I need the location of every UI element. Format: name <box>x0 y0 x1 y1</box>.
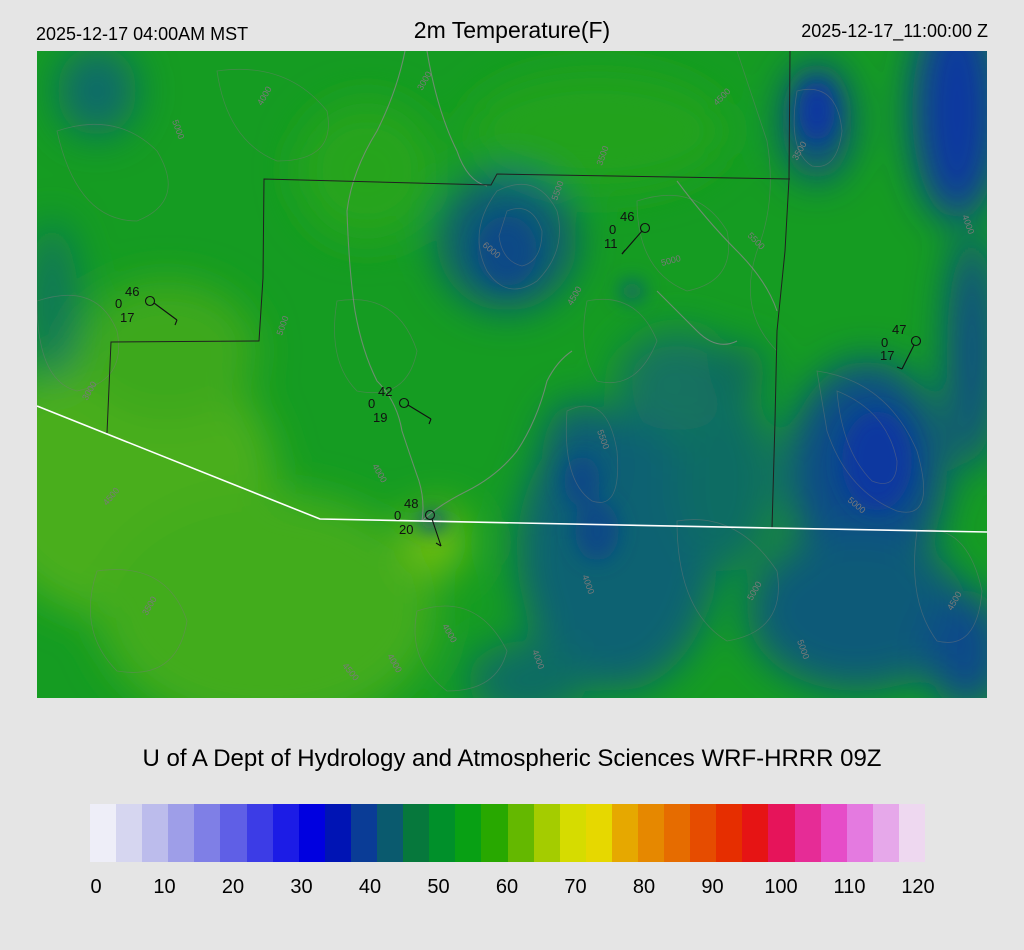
colorbar-segment <box>846 804 873 862</box>
colorbar-segment <box>246 804 273 862</box>
utc-time-label: 2025-12-17_11:00:00 Z <box>801 21 988 41</box>
station-cloud: 0 <box>609 222 616 237</box>
state-border <box>37 405 987 533</box>
colorbar-segment <box>742 804 769 862</box>
colorbar-tick-label: 50 <box>427 876 450 898</box>
colorbar-segment <box>90 804 117 862</box>
colorbar-segment <box>455 804 482 862</box>
colorbar-segment <box>611 804 638 862</box>
station-dewpoint: 17 <box>880 348 894 363</box>
colorbar-segment <box>768 804 795 862</box>
station-temp: 47 <box>892 322 906 337</box>
colorbar-tick-label: 90 <box>701 876 724 898</box>
colorbar-segment <box>220 804 247 862</box>
station-cloud: 0 <box>394 508 401 523</box>
station-temp: 42 <box>378 384 392 399</box>
colorbar-tick-label: 20 <box>221 876 245 898</box>
colorbar-tick-label: 100 <box>764 876 798 898</box>
rivers <box>346 51 778 522</box>
colorbar-tick-label: 80 <box>632 876 656 898</box>
station-plot: 47 0 17 <box>880 322 922 370</box>
colorbar-segment <box>559 804 586 862</box>
station-dewpoint: 17 <box>120 310 134 325</box>
station-temp: 46 <box>125 284 139 299</box>
colorbar-tick-label: 120 <box>901 876 935 898</box>
station-dewpoint: 19 <box>373 410 387 425</box>
colorbar-segment <box>585 804 612 862</box>
station-cloud: 0 <box>115 296 122 311</box>
colorbar-segment <box>324 804 351 862</box>
colorbar-tick-label: 10 <box>153 876 176 898</box>
colorbar-segment <box>194 804 221 862</box>
station-plot: 48 0 20 <box>394 496 442 547</box>
colorbar-segment <box>142 804 169 862</box>
colorbar-segment <box>298 804 325 862</box>
station-cloud: 0 <box>881 335 888 350</box>
colorbar-tick-label: 110 <box>833 876 866 898</box>
station-temp: 48 <box>404 496 418 511</box>
map-title: 2m Temperature(F) <box>413 17 611 43</box>
colorbar-segment <box>507 804 534 862</box>
colorbar-segment <box>350 804 378 862</box>
station-plot: 46 0 17 <box>115 284 178 326</box>
station-plot: 46 0 11 <box>604 209 651 255</box>
model-source-title: U of A Dept of Hydrology and Atmospheric… <box>142 745 882 772</box>
colorbar-tick-label: 40 <box>358 876 382 898</box>
temperature-field-detail <box>418 81 912 561</box>
station-dewpoint: 20 <box>399 522 413 537</box>
colorbar-segment <box>429 804 456 862</box>
colorbar-segment <box>794 804 821 862</box>
colorbar-tick-label: 60 <box>495 876 519 898</box>
colorbar-segment <box>272 804 299 862</box>
colorbar-segment <box>690 804 717 862</box>
colorbar-segment <box>637 804 665 862</box>
colorbar-segment <box>664 804 691 862</box>
colorbar-segment <box>716 804 743 862</box>
local-time-label: 2025-12-17 04:00AM MST <box>36 24 249 44</box>
colorbar-tick-labels: 0 10 20 30 40 50 60 70 80 90 100 110 120 <box>0 876 1024 906</box>
colorbar-tick-label: 70 <box>564 876 587 898</box>
county-borders <box>106 51 791 529</box>
temperature-map: 3000 4000 4500 5000 5500 6000 3500 5000 … <box>37 51 987 698</box>
colorbar-segment <box>820 804 847 862</box>
station-plot: 42 0 19 <box>368 384 432 425</box>
colorbar-segment <box>403 804 430 862</box>
terrain-contours <box>37 51 983 692</box>
station-cloud: 0 <box>368 396 375 411</box>
colorbar-segment <box>533 804 560 862</box>
colorbar-segment <box>898 804 925 862</box>
colorbar-tick-label: 30 <box>290 876 313 898</box>
temperature-colorbar <box>90 804 925 862</box>
station-plots: 46 0 17 46 0 11 47 0 17 <box>115 209 922 547</box>
station-dewpoint: 11 <box>604 236 618 251</box>
colorbar-tick-label: 0 <box>90 876 102 898</box>
colorbar-segment <box>116 804 143 862</box>
colorbar-segment <box>377 804 404 862</box>
station-temp: 46 <box>620 209 634 224</box>
colorbar-segment <box>872 804 899 862</box>
colorbar-segment <box>481 804 508 862</box>
colorbar-segment <box>168 804 195 862</box>
